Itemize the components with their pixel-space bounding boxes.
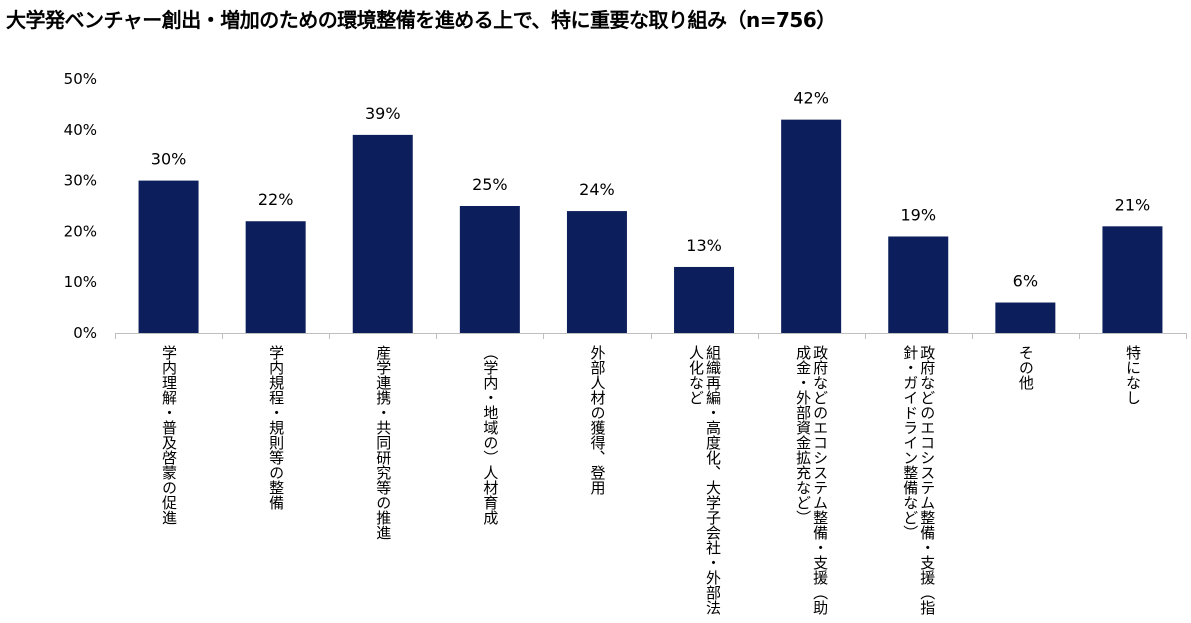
data-label: 30% xyxy=(151,150,187,169)
data-label: 22% xyxy=(258,190,294,209)
data-label: 24% xyxy=(579,180,615,199)
data-label: 39% xyxy=(365,104,401,123)
bar xyxy=(138,180,199,333)
data-label: 19% xyxy=(900,205,936,224)
category-label: 学内理解・普及啓蒙の促進 xyxy=(160,345,178,525)
category-label: 外部人材の獲得、登用 xyxy=(588,345,606,495)
bar xyxy=(566,211,627,333)
bar xyxy=(459,206,520,333)
y-tick-label: 0% xyxy=(73,324,97,342)
category-label: 産学連携・共同研究等の推進 xyxy=(374,345,392,540)
bar xyxy=(995,302,1056,333)
y-tick-label: 10% xyxy=(64,273,97,291)
data-labels-group: 30% 22% 39% 25% 24% 13% 42% 19% 6% 21% xyxy=(151,89,1150,291)
data-label: 13% xyxy=(686,236,722,255)
y-axis: 0% 10% 20% 30% 40% 50% xyxy=(64,70,97,342)
category-label: 政府などのエコシステム整備・支援（助成金・外部資金拡充など） xyxy=(794,345,829,615)
y-tick-label: 20% xyxy=(64,222,97,240)
bar xyxy=(245,221,306,333)
bars-group xyxy=(138,119,1163,333)
category-label: （学内・地域の）人材育成 xyxy=(481,345,499,525)
data-label: 6% xyxy=(1013,272,1038,291)
data-label: 21% xyxy=(1115,195,1151,214)
data-label: 25% xyxy=(472,175,508,194)
y-tick-label: 40% xyxy=(64,121,97,139)
category-label: 政府などのエコシステム整備・支援（指針・ガイドライン整備など） xyxy=(901,345,936,615)
category-label: 組織再編・高度化、大学子会社・外部法人化など xyxy=(687,345,722,615)
chart-title: 大学発ベンチャー創出・増加のための環境整備を進める上で、特に重要な取り組み（n=… xyxy=(6,8,836,32)
bar xyxy=(352,134,413,333)
bar xyxy=(781,119,842,333)
category-label: その他 xyxy=(1016,345,1034,390)
bar xyxy=(1102,226,1163,333)
bar xyxy=(674,266,735,333)
bar xyxy=(888,236,949,333)
x-axis-ticks xyxy=(115,333,1187,339)
data-label: 42% xyxy=(793,89,829,108)
y-tick-label: 30% xyxy=(64,172,97,190)
category-label: 特になし xyxy=(1123,345,1141,405)
y-tick-label: 50% xyxy=(64,70,97,88)
category-label: 学内規程・規則等の整備 xyxy=(267,345,285,510)
